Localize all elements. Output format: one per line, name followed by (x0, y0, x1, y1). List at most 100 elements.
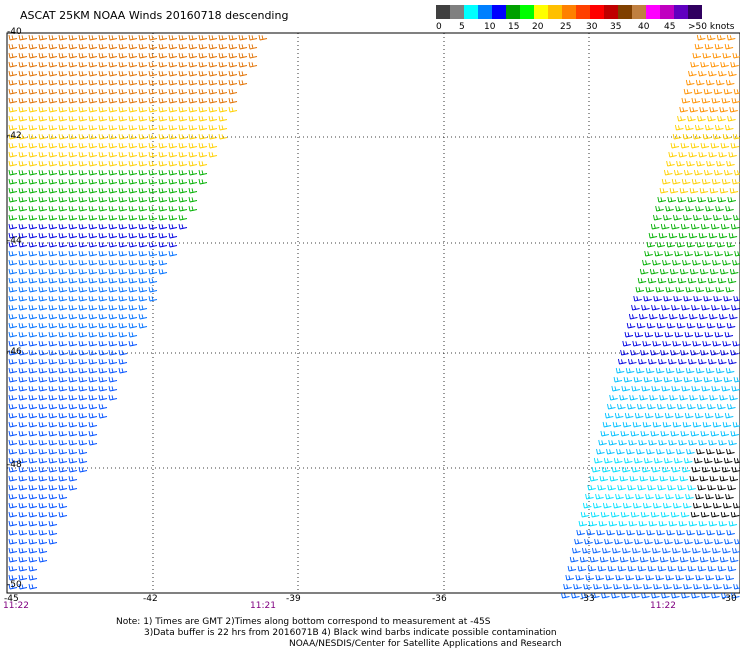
wind-barb (672, 259, 681, 266)
wind-barb (68, 241, 78, 248)
wind-barb (719, 106, 728, 113)
wind-barb (88, 439, 98, 446)
wind-barb (78, 403, 88, 410)
wind-barb (637, 277, 647, 284)
wind-barb (713, 457, 723, 464)
wind-barb (198, 151, 208, 158)
wind-barb (727, 196, 736, 203)
wind-barb (641, 304, 650, 311)
wind-barb (726, 529, 735, 536)
wind-barb (28, 403, 38, 410)
wind-barb (228, 43, 238, 50)
wind-barb (98, 394, 108, 401)
wind-barb (647, 358, 657, 365)
wind-barb (228, 88, 238, 95)
wind-barb (580, 511, 590, 518)
wind-barb (118, 79, 128, 86)
wind-barb (681, 304, 690, 311)
wind-barb (663, 169, 673, 176)
wind-barb (632, 340, 641, 347)
wind-barb (38, 385, 48, 392)
wind-barb (731, 304, 740, 311)
wind-barb (702, 259, 711, 266)
wind-barb (128, 223, 138, 230)
wind-barb (128, 331, 138, 338)
wind-barb (729, 187, 739, 194)
wind-barb (168, 142, 178, 149)
wind-barb (218, 133, 228, 140)
wind-barb (28, 358, 38, 365)
wind-barb (218, 124, 228, 131)
wind-barb (711, 592, 720, 599)
wind-barb (18, 142, 28, 149)
wind-barb (178, 223, 188, 230)
wind-barb (8, 205, 18, 212)
wind-barb (148, 232, 158, 239)
wind-barb (128, 160, 138, 167)
wind-barb (706, 322, 716, 329)
wind-barb (138, 70, 148, 77)
wind-barb (158, 250, 168, 257)
wind-barb (665, 367, 675, 374)
wind-barb (28, 367, 38, 374)
wind-barb (691, 466, 701, 473)
wind-barb (684, 538, 693, 545)
wind-barb (646, 448, 655, 455)
wind-barb (675, 205, 684, 212)
wind-barb (731, 547, 740, 554)
wind-barb (581, 592, 590, 599)
wind-barb (650, 349, 659, 356)
wind-barb (621, 547, 631, 554)
wind-barb (78, 61, 88, 68)
wind-barb (698, 313, 708, 320)
wind-barb (38, 529, 48, 536)
wind-barb (661, 178, 671, 185)
wind-barb (158, 160, 168, 167)
wind-barb (675, 367, 685, 374)
wind-barb (8, 133, 18, 140)
wind-barb (680, 511, 690, 518)
wind-barb (38, 475, 48, 482)
wind-barb (687, 196, 696, 203)
wind-barb (188, 97, 198, 104)
wind-barb (48, 160, 58, 167)
wind-barb (683, 583, 692, 590)
wind-barb (664, 412, 674, 419)
wind-barb (733, 214, 740, 221)
wind-barb (632, 421, 642, 428)
wind-barb (604, 538, 613, 545)
wind-barb (706, 160, 715, 167)
wind-barb (697, 277, 707, 284)
wind-barb (88, 196, 98, 203)
wind-barb (639, 268, 649, 275)
wind-barb (595, 574, 604, 581)
wind-barb (671, 304, 680, 311)
wind-barb (687, 115, 696, 122)
wind-barb (98, 250, 108, 257)
wind-barb (138, 169, 148, 176)
wind-barb (18, 34, 28, 41)
wind-barb (703, 214, 712, 221)
wind-barb (68, 376, 78, 383)
wind-barb (700, 349, 709, 356)
wind-barb (28, 268, 38, 275)
note-line-3: NOAA/NESDIS/Center for Satellite Applica… (289, 639, 562, 649)
wind-barb (118, 106, 128, 113)
wind-barb (138, 97, 148, 104)
wind-barb (148, 259, 158, 266)
wind-barb (18, 70, 28, 77)
wind-barb (98, 277, 108, 284)
wind-barb (48, 142, 58, 149)
wind-barb (148, 250, 158, 257)
wind-barb (687, 484, 696, 491)
wind-barb (28, 574, 38, 581)
wind-barb (602, 502, 612, 509)
wind-barb (680, 142, 690, 149)
wind-barb (701, 385, 710, 392)
wind-barb (676, 529, 685, 536)
wind-barb (118, 358, 128, 365)
wind-barb (666, 241, 676, 248)
wind-barb (720, 430, 730, 437)
wind-barb (683, 214, 692, 221)
wind-barb (48, 250, 58, 257)
